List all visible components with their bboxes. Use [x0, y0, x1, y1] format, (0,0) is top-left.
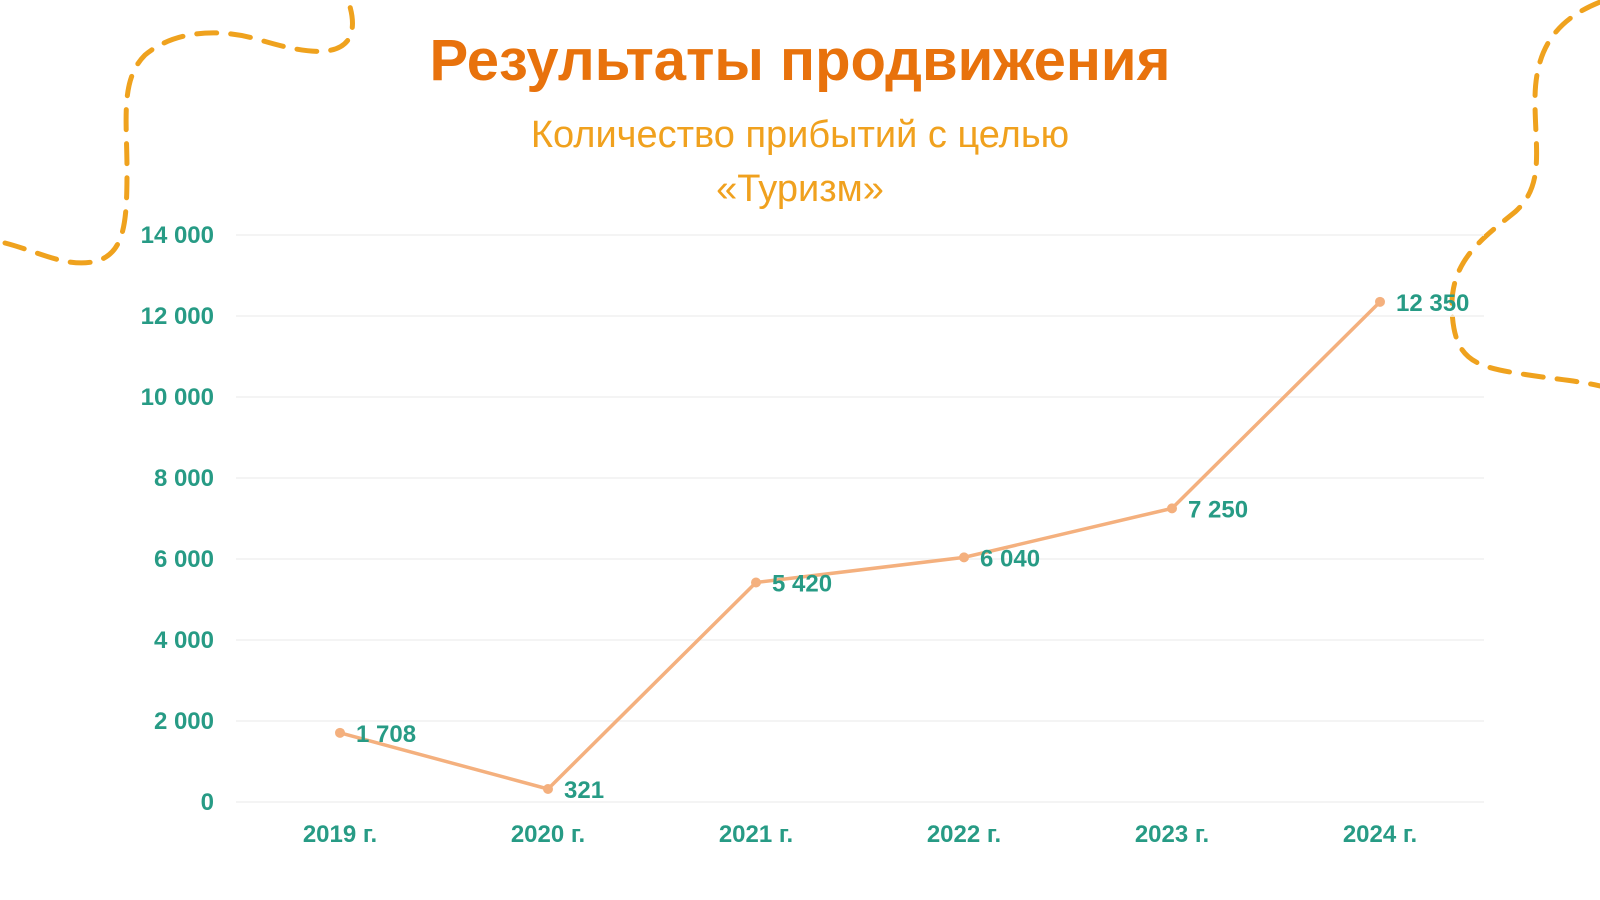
y-tick-label: 8 000: [154, 465, 214, 492]
data-point-marker: [1375, 296, 1385, 307]
series-line: [338, 300, 1382, 791]
y-tick-label: 4 000: [154, 627, 214, 654]
data-point-marker: [335, 727, 345, 738]
gridlines: [236, 234, 1484, 803]
y-tick-label: 0: [201, 789, 214, 816]
y-axis: 0 2 000 4 000 6 000 8 000 10 000 12 000 14 000: [141, 222, 214, 816]
data-label: 7 250: [1188, 496, 1248, 523]
y-tick-label: 2 000: [154, 708, 214, 735]
x-tick-label: 2019 г.: [303, 821, 377, 848]
x-tick-label: 2023 г.: [1135, 821, 1209, 848]
y-tick-label: 14 000: [141, 222, 214, 249]
data-point-marker: [1167, 503, 1177, 514]
data-point-marker: [959, 552, 969, 563]
x-axis: 2019 г. 2020 г. 2021 г. 2022 г. 2023 г. 2024 …: [303, 821, 1417, 848]
data-label: 1 708: [356, 721, 416, 748]
x-tick-label: 2022 г.: [927, 821, 1001, 848]
y-tick-label: 10 000: [141, 384, 214, 411]
data-label: 12 350: [1396, 290, 1469, 317]
x-tick-label: 2024 г.: [1343, 821, 1417, 848]
data-label: 5 420: [772, 570, 832, 597]
slide-title: Результаты продвижения: [429, 28, 1171, 93]
data-point-marker: [751, 577, 761, 588]
x-tick-label: 2020 г.: [511, 821, 585, 848]
chart-title-line-2: «Туризм»: [716, 168, 884, 210]
data-labels: 1 708 321 5 420 6 040 7 250 12 350: [356, 290, 1469, 804]
y-tick-label: 6 000: [154, 546, 214, 573]
x-tick-label: 2021 г.: [719, 821, 793, 848]
dashed-curve-right: [1449, 0, 1600, 389]
y-tick-label: 12 000: [141, 303, 214, 330]
data-label: 6 040: [980, 545, 1040, 572]
chart-title: Количество прибытий с целью «Туризм»: [450, 108, 1150, 216]
data-label: 321: [564, 777, 604, 804]
series-line-group: [335, 296, 1385, 794]
chart-title-line-1: Количество прибытий с целью: [530, 114, 1070, 156]
data-point-marker: [543, 783, 553, 794]
dashed-curve-top-left: [2, 0, 355, 266]
